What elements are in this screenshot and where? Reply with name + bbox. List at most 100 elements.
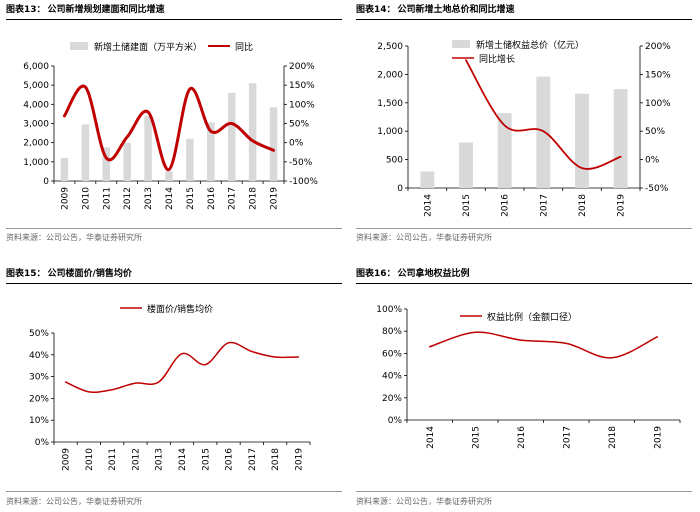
source-divider — [356, 228, 692, 229]
y-tick-label-left: 40% — [382, 372, 402, 382]
chart-panel-16: 图表16： 公司拿地权益比例 0% 20% 40% 60% 80% 100% 2014 2015… — [350, 256, 700, 512]
x-tick-label: 2009 — [60, 187, 70, 210]
y-tick-label-left: 4,000 — [23, 100, 49, 110]
chart-16-svg: 0% 20% 40% 60% 80% 100% 2014 2015 2016 2017 2018 20… — [376, 305, 681, 449]
y-tick-label-right: 0% — [645, 156, 660, 166]
x-tick-label: 2015 — [201, 448, 211, 471]
x-tick-label: 2012 — [123, 187, 133, 210]
bar — [613, 89, 628, 188]
x-tick-label: 2014 — [423, 194, 433, 217]
bar — [207, 122, 215, 181]
y-tick-label-right: 150% — [645, 70, 671, 80]
legend-label: 新增土储权益总价（亿元） — [476, 39, 584, 51]
x-tick-label: 2019 — [270, 187, 280, 210]
chart-header-13: 图表13： 公司新增规划建面和同比增速 — [6, 3, 342, 20]
chart-header-16: 图表16： 公司拿地权益比例 — [356, 267, 692, 284]
bar — [420, 171, 435, 188]
chart-number: 图表15： — [6, 269, 46, 279]
source-divider — [6, 228, 342, 229]
chart-title: 公司新增土地总价和同比增速 — [397, 5, 515, 15]
x-tick-label: 2014 — [165, 187, 175, 210]
y-tick-label-right: 0% — [289, 139, 304, 149]
chart-number: 图表16： — [356, 269, 396, 279]
x-tick-label: 2016 — [501, 194, 511, 217]
x-tick-label: 2018 — [271, 448, 281, 471]
y-tick-label-left: 60% — [382, 349, 402, 359]
x-tick-label: 2019 — [653, 426, 663, 449]
bar — [186, 138, 194, 181]
y-tick-label-left: 1,000 — [23, 158, 49, 168]
x-tick-label: 2012 — [131, 448, 141, 471]
y-tick-label-left: 50% — [29, 329, 49, 339]
bar — [123, 142, 131, 181]
chart-panel-14: 图表14： 公司新增土地总价和同比增速 0 500 1,000 1,500 2,000 2,… — [350, 0, 700, 256]
x-tick-label: 2018 — [578, 194, 588, 217]
x-tick-label: 2018 — [249, 187, 259, 210]
legend-label: 权益比例（金额口径） — [487, 311, 577, 323]
bar — [248, 83, 257, 181]
chart-header-14: 图表14： 公司新增土地总价和同比增速 — [356, 3, 692, 20]
y-tick-label-right: -50% — [645, 184, 669, 194]
x-tick-label: 2015 — [462, 194, 472, 217]
source-divider — [356, 491, 692, 492]
chart-number: 图表14： — [356, 5, 396, 15]
x-tick-label: 2016 — [517, 426, 527, 449]
source-note: 资料来源：公司公告，华泰证券研究所 — [6, 497, 142, 506]
y-tick-label-left: 2,000 — [23, 139, 49, 149]
source-note: 资料来源：公司公告，华泰证券研究所 — [356, 233, 492, 242]
y-tick-label-left: 20% — [382, 394, 402, 404]
x-tick-label: 2011 — [102, 187, 112, 210]
bar — [60, 158, 69, 181]
x-tick-label: 2018 — [608, 426, 618, 449]
chart-panel-15: 图表15： 公司楼面价/销售均价 0% 10% 20% 30% 40% 50% 2009 201… — [0, 256, 350, 512]
x-tick-label: 2014 — [178, 448, 188, 471]
y-tick-label-right: 200% — [645, 42, 671, 52]
y-tick-label-left: 6,000 — [23, 62, 49, 72]
chart-title: 公司楼面价/销售均价 — [47, 269, 132, 279]
legend-label: 同比 — [235, 41, 253, 53]
x-tick-label: 2016 — [207, 187, 217, 210]
x-tick-label: 2015 — [471, 426, 481, 449]
y-tick-label-right: -100% — [289, 177, 318, 187]
bar — [165, 171, 173, 181]
legend-label: 楼面价/销售均价 — [147, 303, 213, 315]
y-tick-label-left: 3,000 — [23, 120, 49, 130]
y-tick-label-right: 100% — [289, 100, 315, 110]
source-divider — [6, 491, 342, 492]
y-tick-label-right: -50% — [289, 158, 313, 168]
x-tick-label: 2017 — [248, 448, 258, 471]
x-tick-label: 2015 — [186, 187, 196, 210]
y-tick-label-right: 150% — [289, 81, 315, 91]
x-tick-label: 2013 — [155, 448, 165, 471]
bar — [497, 113, 512, 188]
y-tick-label-left: 20% — [29, 394, 49, 404]
bar — [269, 107, 278, 181]
source-note: 资料来源：公司公告，华泰证券研究所 — [356, 497, 492, 506]
y-tick-label-left: 2,000 — [377, 70, 403, 80]
x-tick-label: 2019 — [294, 448, 304, 471]
bar — [102, 147, 111, 181]
y-tick-label-left: 40% — [29, 351, 49, 361]
x-tick-label: 2009 — [62, 448, 72, 471]
y-tick-label-left: 5,000 — [23, 81, 49, 91]
x-tick-label: 2017 — [562, 426, 572, 449]
bar — [227, 92, 236, 181]
y-tick-label-left: 0 — [43, 177, 49, 187]
y-tick-label-right: 50% — [645, 127, 665, 137]
x-tick-label: 2010 — [81, 187, 91, 210]
x-tick-label: 2011 — [108, 448, 118, 471]
y-tick-label-right: 100% — [645, 99, 671, 109]
chart-14-svg: 0 500 1,000 1,500 2,000 2,500 -50% 0% 50% 100% 150… — [377, 39, 671, 217]
y-tick-label-left: 10% — [29, 416, 49, 426]
y-tick-label-left: 0% — [35, 438, 50, 448]
legend-swatch-bar — [70, 42, 88, 50]
y-tick-label-left: 100% — [376, 305, 402, 315]
series-line — [64, 341, 300, 394]
x-tick-label: 2019 — [617, 194, 627, 217]
y-tick-label-left: 30% — [29, 373, 49, 383]
bar — [144, 115, 152, 181]
y-tick-label-left: 0% — [388, 416, 403, 426]
series-line — [429, 331, 659, 359]
x-tick-label: 2013 — [144, 187, 154, 210]
chart-title: 公司新增规划建面和同比增速 — [47, 5, 165, 15]
